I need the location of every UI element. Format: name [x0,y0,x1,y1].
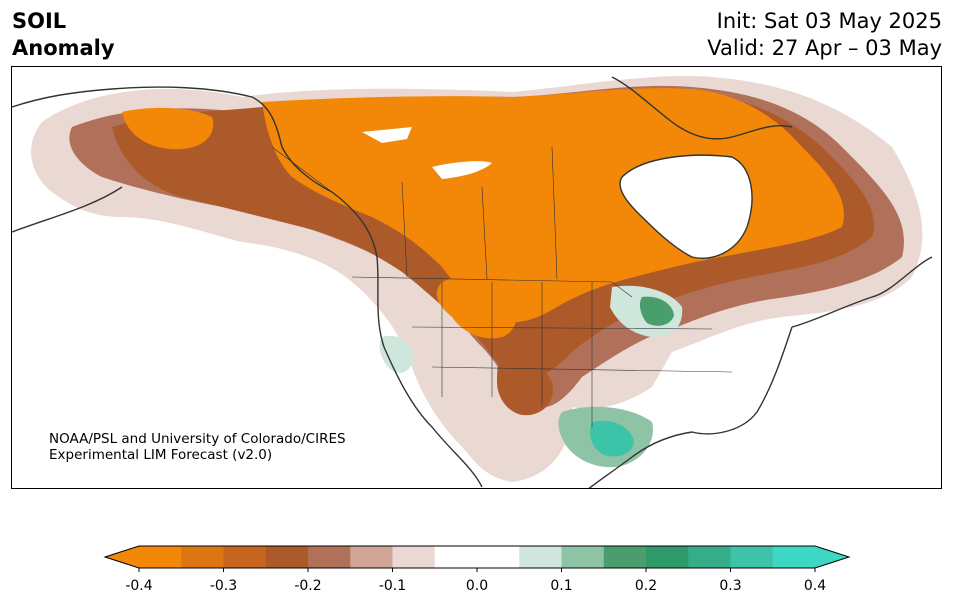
colorbar-bin [603,546,647,568]
colorbar-bin [688,546,731,568]
credit-text: NOAA/PSL and University of Colorado/CIRE… [49,431,346,463]
variable-name: SOIL [12,9,67,33]
anomaly-map-canvas [12,75,933,488]
colorbar-outline [103,545,851,569]
credit-line-1: NOAA/PSL and University of Colorado/CIRE… [49,431,346,447]
canadian-lake-2 [432,161,492,179]
init-date: Init: Sat 03 May 2025 [716,9,942,33]
political-borders [271,146,733,427]
colorbar-tick-label: 0.0 [465,578,489,594]
colorbar-tick-label: 0.2 [634,578,658,594]
colorbar-tick-label: 0.3 [719,578,742,594]
map-title: SOIL Anomaly [12,8,115,62]
colorbar-over-arrow [815,546,849,568]
colorbar-bin [265,546,309,568]
coastlines [12,76,933,488]
variable-subtitle: Anomaly [12,36,115,60]
colorbar-bin [181,546,224,568]
anomaly-region-dry-alaska [122,107,214,150]
anomaly-region-wet-texas-core [590,420,634,457]
colorbar-bin [772,546,816,568]
colorbar-bin [519,546,562,568]
hudson-bay [620,155,752,259]
colorbar-tick-label: 0.1 [550,578,573,594]
forecast-dates: Init: Sat 03 May 2025 Valid: 27 Apr – 03… [707,8,942,62]
colorbar-tick-label: -0.1 [378,578,407,594]
colorbar-tick-label: -0.2 [294,578,322,594]
anomaly-map [11,66,942,489]
colorbar-bin [223,546,267,568]
colorbar-tick-label: -0.4 [125,578,153,594]
anomaly-region-dry-us-west [436,276,518,339]
colorbar-bin [350,546,393,568]
anomaly-region-wet-upper-midwest [639,296,674,326]
credit-line-2: Experimental LIM Forecast (v2.0) [49,447,273,463]
colorbar-tick-label: 0.4 [803,578,827,594]
colorbar-bin [561,546,605,568]
colorbar-bin [434,546,520,568]
anomaly-region-dry-core-canada [262,88,844,323]
colorbar-under-arrow [105,546,139,568]
colorbar-bin [730,546,774,568]
colorbar-bin [646,546,689,568]
colorbar-bin [392,546,436,568]
valid-range: Valid: 27 Apr – 03 May [707,36,942,60]
anomaly-region-dry-southwest [497,355,553,416]
colorbar-bin [308,546,351,568]
anomaly-region-wet-west-coast [379,335,414,373]
colorbar-bin [139,546,182,568]
canadian-lake-1 [362,127,412,143]
colorbar [103,545,851,572]
colorbar-tick-label: -0.3 [209,578,238,594]
